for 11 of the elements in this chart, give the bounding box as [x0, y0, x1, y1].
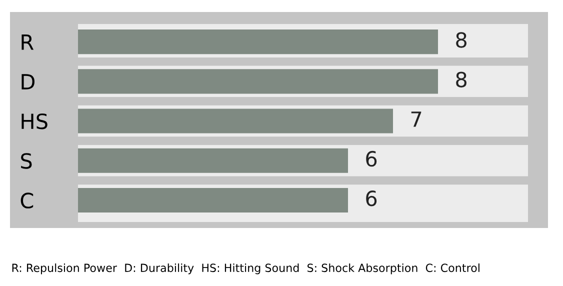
y-tick-label: S [21, 153, 32, 169]
data-label: 8 [456, 32, 466, 48]
text: R: Repulsion Power D: Durability HS: Hitting Sound S: Shock Absorption C: Control [12, 263, 480, 274]
y-tick-label: C [20, 192, 34, 208]
y-tick-label: D [22, 74, 34, 90]
data-label: 7 [411, 112, 422, 127]
y-tick-label: R [22, 34, 34, 50]
data-label: 6 [366, 150, 377, 167]
data-label: 6 [366, 190, 377, 206]
y-tick-label: HS [22, 113, 48, 130]
data-label: 8 [456, 72, 466, 88]
